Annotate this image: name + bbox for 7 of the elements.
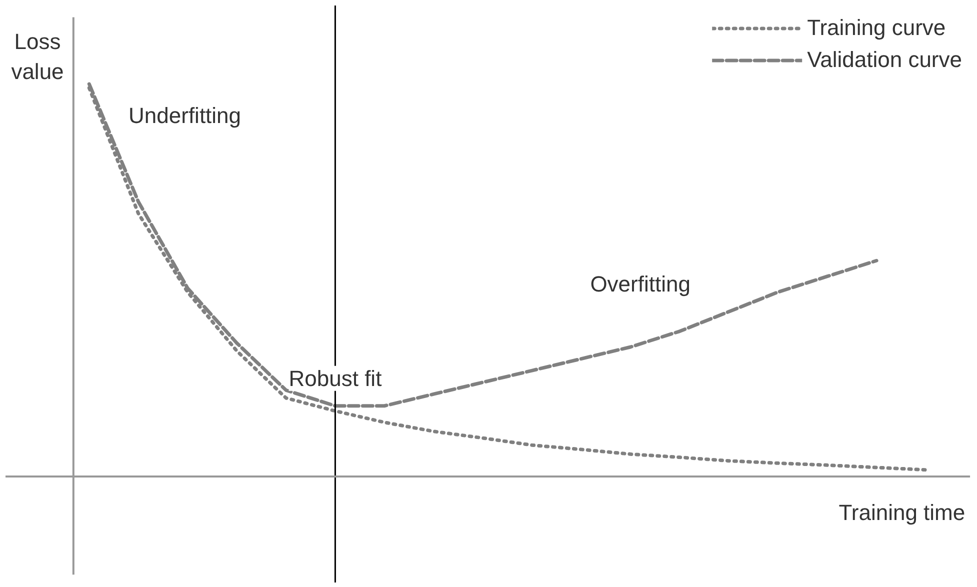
legend-label: Validation curve bbox=[807, 47, 962, 73]
x-axis-title: Training time bbox=[838, 500, 966, 526]
y-axis-title: Loss value bbox=[11, 29, 64, 84]
annotation: Robust fit bbox=[288, 366, 382, 391]
legend-label: Training curve bbox=[807, 15, 946, 41]
annotation: Overfitting bbox=[590, 272, 690, 297]
annotation: Underfitting bbox=[128, 102, 242, 128]
